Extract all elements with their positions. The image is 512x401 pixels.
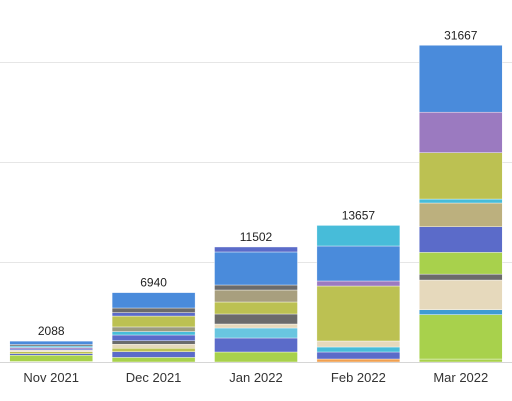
bar-segment — [111, 343, 196, 349]
bar-segment — [9, 340, 93, 345]
category-label: Dec 2021 — [126, 370, 182, 385]
bar-segment — [419, 111, 503, 153]
bar-segment — [214, 313, 298, 325]
total-label: 31667 — [444, 28, 478, 42]
total-label: 13657 — [342, 208, 376, 222]
bar-segment — [419, 279, 503, 310]
bar-segment — [111, 340, 196, 345]
category-label: Feb 2022 — [331, 370, 386, 385]
bar-stack — [316, 225, 401, 363]
bar-segment — [419, 198, 503, 204]
bar-segment — [316, 340, 401, 348]
bar-segment — [419, 252, 503, 275]
bar-segment — [419, 358, 503, 363]
bar-segment — [9, 345, 93, 348]
bar-segment — [419, 45, 503, 113]
bar-segment — [111, 312, 196, 317]
bar-segment — [111, 348, 196, 352]
total-label: 11502 — [240, 230, 273, 244]
category-label: Mar 2022 — [433, 370, 488, 385]
bar-segment — [9, 353, 93, 356]
bar-segment — [111, 326, 196, 332]
bar-segment — [419, 202, 503, 227]
bar-segment — [111, 307, 196, 313]
bar-segment — [111, 351, 196, 358]
bars — [9, 45, 503, 363]
bar-segment — [9, 344, 93, 347]
total-labels: 2088 6940 11502 13657 31667 — [38, 28, 478, 338]
bar-segment — [9, 355, 93, 362]
bar-segment — [9, 350, 93, 352]
bar-segment — [316, 285, 401, 342]
bar-segment — [214, 301, 298, 315]
bar-segment — [214, 251, 298, 286]
bar-segment — [111, 292, 196, 309]
bar-segment — [214, 284, 298, 291]
bar-stack — [214, 246, 298, 363]
bar-stack — [419, 45, 503, 363]
bar-segment — [316, 245, 401, 282]
bar-segment — [419, 314, 503, 360]
bar-stack — [9, 340, 93, 363]
total-label: 2088 — [38, 324, 65, 338]
bar-segment — [419, 309, 503, 315]
bar-segment — [111, 334, 196, 341]
bar-segment — [214, 327, 298, 339]
bar-segment — [9, 351, 93, 354]
bar-segment — [316, 346, 401, 353]
bar-segment — [316, 351, 401, 360]
category-labels: Nov 2021 Dec 2021 Jan 2022 Feb 2022 Mar 2022 — [23, 370, 488, 385]
bar-segment — [419, 273, 503, 281]
bar-segment — [214, 246, 298, 253]
bar-segment — [214, 323, 298, 329]
bar-segment — [316, 280, 401, 287]
bar-segment — [316, 358, 401, 363]
bar-segment — [419, 226, 503, 253]
bar-segment — [111, 357, 196, 363]
category-label: Nov 2021 — [23, 370, 79, 385]
bar-segment — [419, 152, 503, 200]
bar-segment — [9, 347, 93, 350]
bar-stack — [111, 292, 196, 363]
bar-segment — [214, 337, 298, 353]
bar-segment — [316, 225, 401, 247]
bar-segment — [111, 331, 196, 336]
total-label: 6940 — [140, 276, 167, 290]
bar-segment — [214, 351, 298, 363]
bar-segment — [111, 315, 196, 328]
category-label: Jan 2022 — [229, 370, 283, 385]
bar-segment — [214, 289, 298, 303]
